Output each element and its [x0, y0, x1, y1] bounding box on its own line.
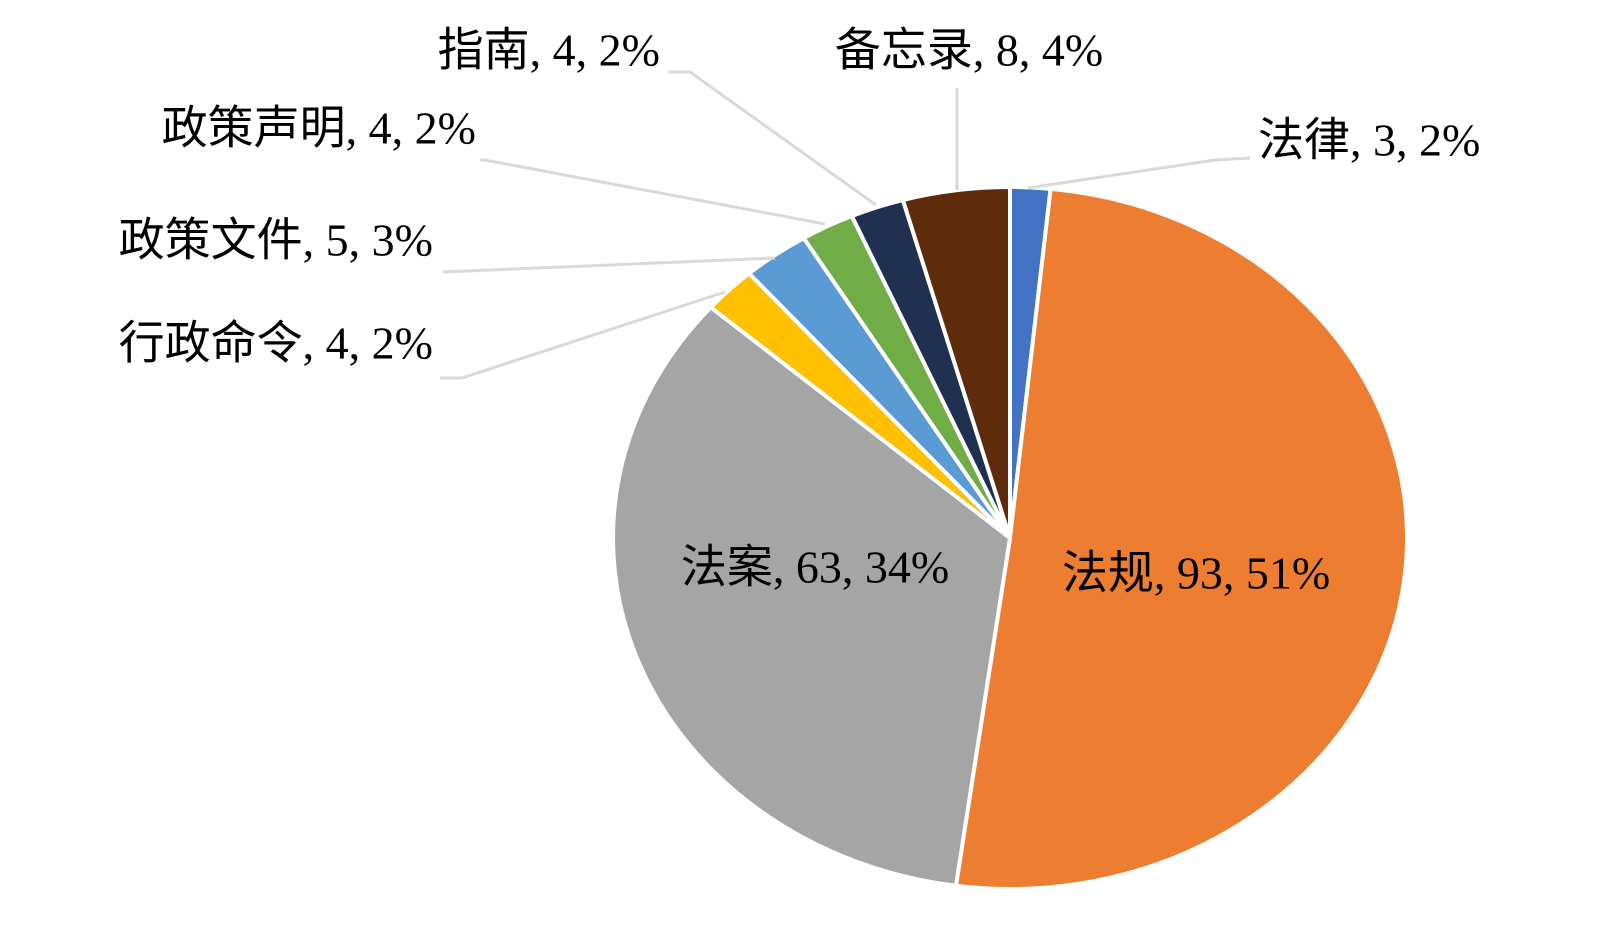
pie-slice [613, 307, 1010, 885]
data-label: 法律, 3, 2% [1258, 115, 1480, 166]
data-label: 行政命令, 4, 2% [119, 318, 433, 369]
data-label: 政策文件, 5, 3% [119, 215, 433, 266]
leader-line [440, 290, 726, 380]
pie-slice [903, 187, 1010, 538]
data-label: 法案, 63, 34% [681, 542, 949, 593]
data-label: 法规, 93, 51% [1062, 548, 1330, 599]
data-label: 指南, 4, 2% [438, 25, 660, 76]
leader-line [668, 70, 877, 207]
pie-slice [956, 189, 1407, 889]
pie [613, 187, 1407, 889]
data-label: 备忘录, 8, 4% [835, 25, 1103, 76]
data-label: 政策声明, 4, 2% [162, 103, 476, 154]
leader-line [480, 158, 826, 226]
leader-line [442, 256, 776, 274]
leader-line [1027, 156, 1251, 190]
leaders [440, 70, 1251, 380]
